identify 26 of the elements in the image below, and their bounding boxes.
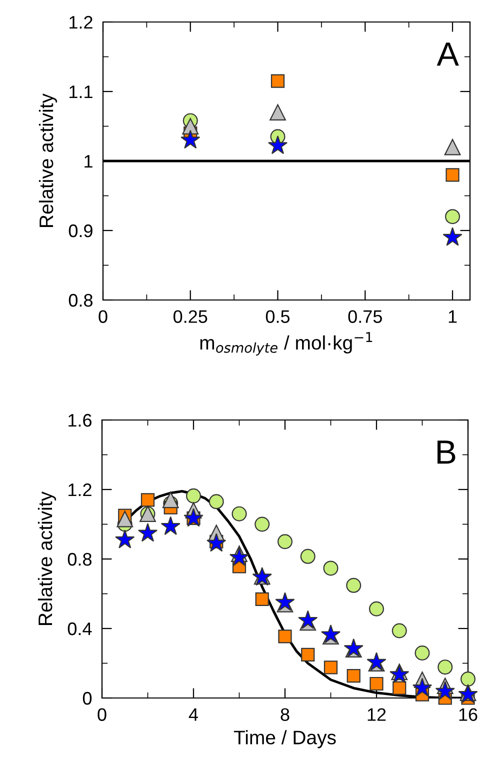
x-axis-title: m$_{osmolyte}$ / mol·kg$^{−1}$ <box>200 332 372 356</box>
y-tick-label: 0.8 <box>68 552 92 566</box>
annotation: A <box>436 42 459 66</box>
y-tick-label: 1.2 <box>68 483 92 496</box>
x-tick-label: 4 <box>188 708 198 721</box>
y-tick-label: 1.1 <box>70 86 92 98</box>
x-tick-label: 0 <box>98 310 108 323</box>
y-axis-title: Relative activity <box>38 491 56 625</box>
x-tick-label: 0 <box>98 708 106 721</box>
x-tick-label: 12 <box>368 708 386 721</box>
y-tick-label: 1.2 <box>70 16 92 29</box>
y-tick-label: 0.4 <box>68 622 92 636</box>
y-tick-label: 0 <box>82 692 92 705</box>
y-axis-title: Relative activity <box>38 93 58 227</box>
annotation: B <box>438 440 456 464</box>
x-axis-title: Time / Days <box>234 730 336 748</box>
y-tick-label: 1 <box>84 155 92 168</box>
x-tick-label: 0.25 <box>174 310 208 323</box>
y-tick-label: 1.6 <box>68 414 92 427</box>
x-tick-label: 8 <box>280 708 290 721</box>
y-tick-label: 0.9 <box>68 224 92 238</box>
x-tick-label: 16 <box>459 708 478 721</box>
x-tick-label: 0.5 <box>266 310 290 323</box>
x-tick-label: 0.75 <box>348 310 382 323</box>
y-tick-label: 0.8 <box>68 294 92 307</box>
x-tick-label: 1 <box>448 310 457 323</box>
